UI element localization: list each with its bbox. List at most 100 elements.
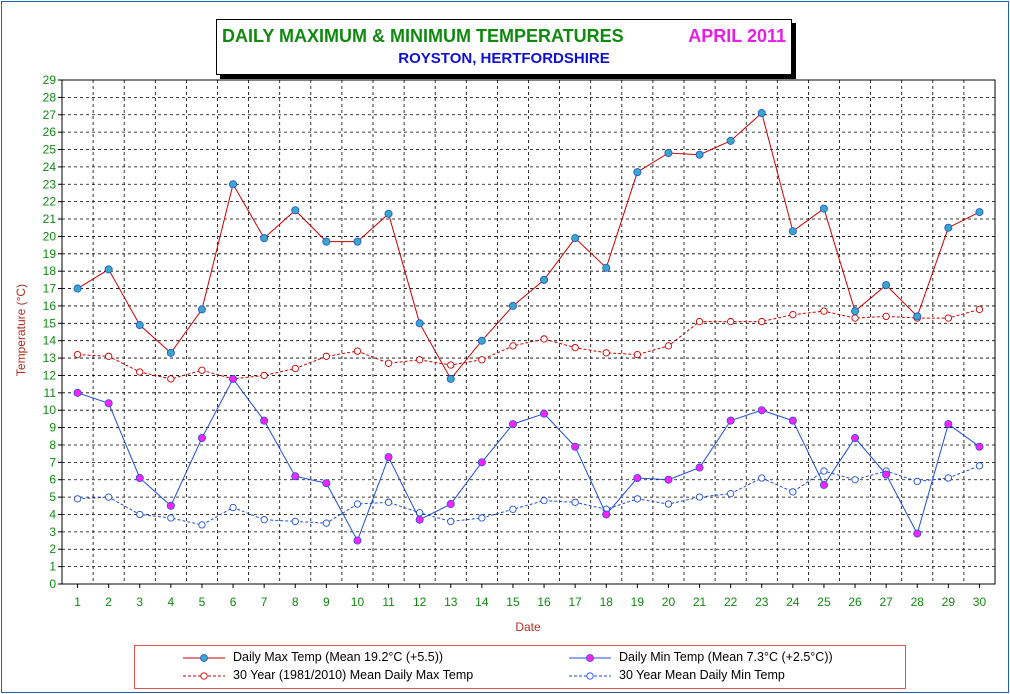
data-point [260,516,268,524]
x-tick-label: 23 [755,595,769,609]
y-tick-label: 18 [43,264,57,278]
y-tick-label: 27 [43,108,57,122]
legend-label: Daily Max Temp (Mean 19.2°C (+5.5)) [233,650,444,664]
data-point [882,312,890,321]
y-tick-label: 16 [43,299,57,313]
series-line [77,112,980,380]
data-point [322,519,330,527]
data-point [322,479,331,488]
data-point [788,227,797,236]
data-point [198,521,206,529]
x-tick-label: 5 [199,595,206,609]
data-point [73,495,82,503]
data-point [509,342,517,350]
x-tick-label: 28 [911,595,925,609]
data-point [291,517,299,526]
x-tick-label: 15 [506,595,520,609]
data-point [197,305,206,314]
data-point [758,317,766,326]
data-point [229,180,238,189]
x-tick-label: 2 [105,595,112,609]
axes: 0123456789101112131415161718192021222324… [43,73,996,609]
data-point [820,307,828,315]
data-point [695,493,704,501]
data-point [167,514,175,522]
y-tick-label: 24 [43,160,57,174]
x-tick-label: 27 [879,595,893,609]
grid [62,80,995,584]
data-point [819,204,828,213]
data-point [633,350,641,359]
data-point [788,416,797,425]
data-point [135,473,144,482]
y-tick-label: 25 [43,143,57,157]
x-tick-label: 22 [724,595,738,609]
y-tick-label: 29 [43,73,57,87]
data-point [819,480,828,489]
x-tick-label: 29 [942,595,956,609]
data-point [509,505,517,513]
y-tick-label: 9 [49,421,56,435]
data-point [944,420,953,429]
y-tick-label: 2 [49,542,56,556]
x-tick-label: 9 [323,595,330,609]
data-point [664,475,673,484]
y-axis-label: Temperature (°C) [14,284,28,376]
data-point [913,477,921,486]
y-tick-label: 26 [43,125,57,139]
y-tick-label: 0 [49,577,56,591]
x-tick-label: 30 [973,595,987,609]
data-point [540,496,548,505]
data-point [104,265,113,274]
chart-title: DAILY MAXIMUM & MINIMUM TEMPERATURES [222,26,624,46]
data-point [167,375,175,383]
y-tick-label: 7 [49,455,56,469]
legend-label: Daily Min Temp (Mean 7.3°C (+2.5°C)) [619,650,833,664]
data-point [571,234,580,243]
x-tick-label: 26 [848,595,862,609]
data-point [478,356,486,364]
y-tick-label: 15 [43,316,57,330]
data-point [135,321,144,330]
data-point [602,349,610,357]
x-tick-label: 24 [786,595,800,609]
data-point [73,350,82,359]
data-point [695,150,704,159]
x-tick-label: 18 [600,595,614,609]
data-point [571,343,579,352]
data-point [975,442,984,451]
data-point [384,453,393,462]
data-point [166,501,175,510]
data-point [447,517,455,526]
y-tick-label: 1 [49,560,56,574]
data-point [789,488,797,496]
series-line [77,465,980,526]
data-point [105,493,113,501]
data-point [353,237,362,246]
y-tick-label: 22 [43,195,57,209]
y-tick-label: 10 [43,403,57,417]
series-line [77,377,980,542]
y-tick-label: 5 [49,490,56,504]
data-point [353,347,362,355]
data-point [415,319,424,328]
y-tick-label: 13 [43,351,57,365]
data-point [540,409,549,418]
data-point [851,476,859,484]
data-point [291,472,300,481]
x-tick-label: 17 [568,595,582,609]
series-1 [73,374,984,545]
x-tick-label: 3 [136,595,143,609]
data-point [758,474,766,482]
data-point [291,364,299,373]
data-point [415,515,424,524]
y-tick-label: 6 [49,473,56,487]
data-point [260,234,269,243]
x-tick-label: 14 [475,595,489,609]
data-point [571,442,580,451]
data-point [664,342,673,350]
data-point [478,514,486,522]
x-tick-label: 12 [413,595,427,609]
y-tick-label: 28 [43,90,57,104]
